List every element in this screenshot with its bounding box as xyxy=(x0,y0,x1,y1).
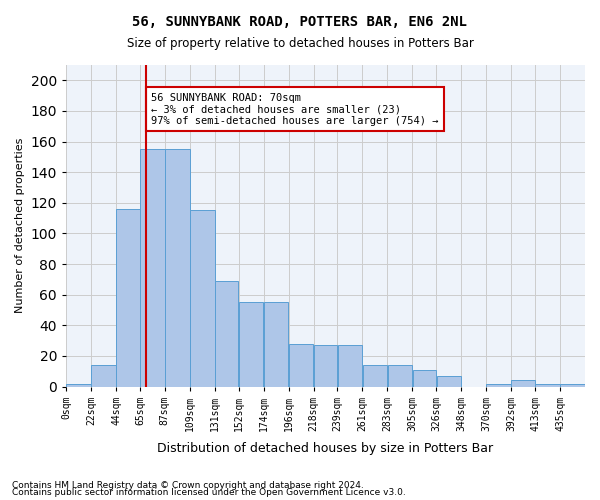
Bar xyxy=(215,281,238,386)
Bar xyxy=(91,365,116,386)
X-axis label: Distribution of detached houses by size in Potters Bar: Distribution of detached houses by size … xyxy=(157,442,494,455)
Bar xyxy=(190,210,215,386)
Bar xyxy=(437,376,461,386)
Bar xyxy=(239,302,263,386)
Bar xyxy=(511,380,535,386)
Text: 56 SUNNYBANK ROAD: 70sqm
← 3% of detached houses are smaller (23)
97% of semi-de: 56 SUNNYBANK ROAD: 70sqm ← 3% of detache… xyxy=(151,92,439,126)
Bar xyxy=(560,384,585,386)
Bar xyxy=(388,365,412,386)
Bar xyxy=(264,302,289,386)
Bar xyxy=(314,346,337,387)
Bar xyxy=(535,384,560,386)
Text: Contains HM Land Registry data © Crown copyright and database right 2024.: Contains HM Land Registry data © Crown c… xyxy=(12,480,364,490)
Bar xyxy=(67,384,91,386)
Bar xyxy=(338,346,362,387)
Text: Contains public sector information licensed under the Open Government Licence v3: Contains public sector information licen… xyxy=(12,488,406,497)
Text: Size of property relative to detached houses in Potters Bar: Size of property relative to detached ho… xyxy=(127,38,473,51)
Bar xyxy=(487,384,511,386)
Bar xyxy=(363,365,387,386)
Y-axis label: Number of detached properties: Number of detached properties xyxy=(15,138,25,314)
Bar xyxy=(116,209,140,386)
Bar xyxy=(140,149,164,386)
Bar xyxy=(289,344,313,386)
Text: 56, SUNNYBANK ROAD, POTTERS BAR, EN6 2NL: 56, SUNNYBANK ROAD, POTTERS BAR, EN6 2NL xyxy=(133,15,467,29)
Bar xyxy=(413,370,436,386)
Bar xyxy=(165,149,190,386)
